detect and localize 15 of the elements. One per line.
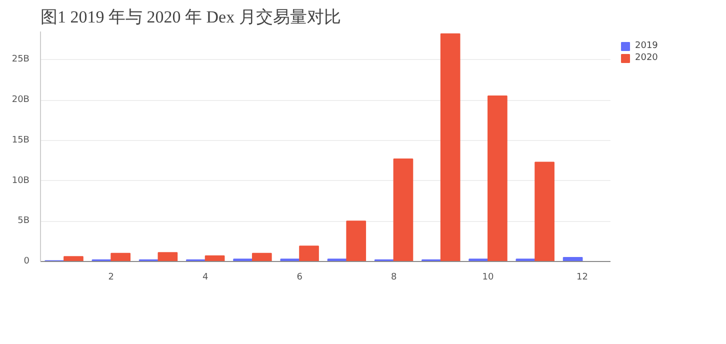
legend-label: 2020 [635,53,658,63]
y-tick-label: 15B [12,135,30,146]
chart-title: 图1 2019 年与 2020 年 Dex 月交易量对比 [40,8,341,26]
x-tick-label: 8 [390,272,397,282]
x-tick-label: 4 [202,272,209,282]
y-tick-label: 20B [12,95,30,106]
y-tick-label: 0 [24,256,30,266]
legend-label: 2019 [635,41,658,51]
y-tick-label: 10B [12,176,30,186]
x-tick-label: 6 [296,272,303,282]
x-tick-label: 12 [576,272,588,282]
x-tick-label: 10 [482,272,494,282]
y-tick-label: 5B [18,216,30,226]
y-tick-label: 25B [12,54,30,65]
x-tick-label: 2 [108,272,114,282]
